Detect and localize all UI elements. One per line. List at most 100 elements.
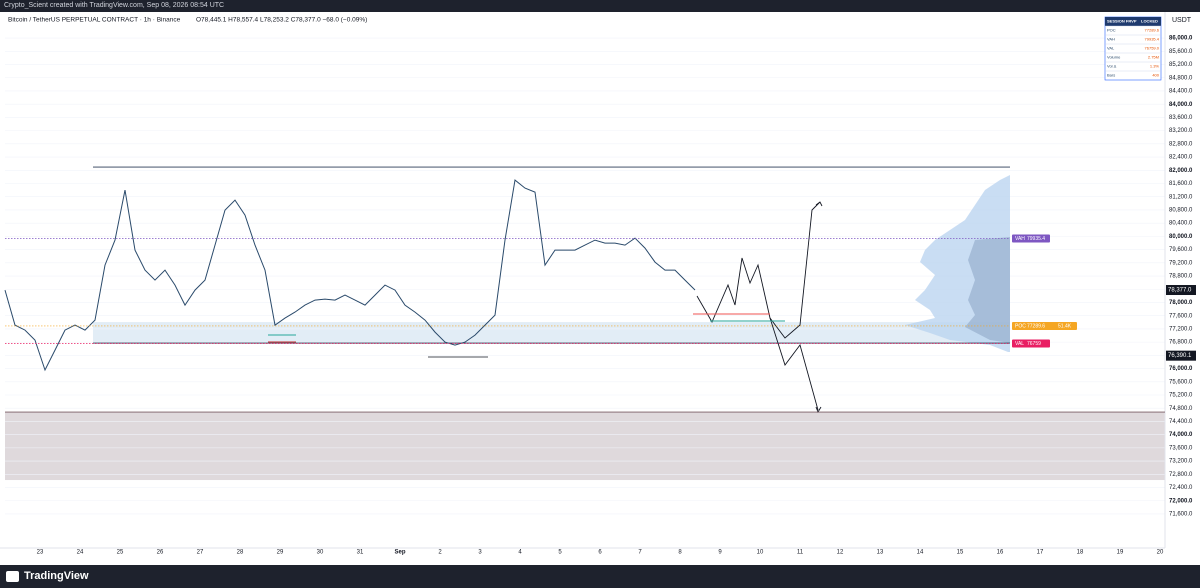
y-tick-label: 80,400.0 [1169,221,1193,227]
projection [696,201,821,339]
bottom-bar: TradingView [0,565,1200,588]
y-tick-label: 72,000.0 [1169,498,1193,504]
y-tick-label: 79,200.0 [1169,260,1193,266]
x-tick-label: 6 [598,550,602,556]
y-tick-label: 76,800.0 [1169,340,1193,346]
currency: USDT [1172,17,1192,24]
x-tick-label: 17 [1037,550,1044,556]
y-tick-label: 81,200.0 [1169,194,1193,200]
table-cell: 2.75M [1148,55,1159,60]
x-tick-label: 10 [757,550,764,556]
x-tick-label: 15 [957,550,964,556]
level-tag [1012,234,1050,243]
x-tick-label: 13 [877,550,884,556]
x-tick-label: 20 [1157,550,1164,556]
x-tick-label: 8 [678,550,682,556]
x-tick-label: 5 [558,550,562,556]
y-tick-label: 79,600.0 [1169,247,1193,253]
logo [6,571,19,582]
x-tick-label: 16 [997,550,1004,556]
table-cell: 76759.0 [1145,46,1160,51]
table-cell: VAL [1107,46,1115,51]
table-cell: 400 [1152,73,1159,78]
y-tick-label: 78,800.0 [1169,274,1193,280]
table-header-cell: SESSION FRVP [1107,19,1137,24]
y-tick-label: 84,400.0 [1169,89,1193,95]
value-area [965,237,1010,343]
y-tick-label: 73,200.0 [1169,459,1193,465]
y-tick-label: 80,800.0 [1169,208,1193,214]
y-tick-label: 75,200.0 [1169,393,1193,399]
top-bar-text: Crypto_Scient created with TradingView.c… [4,2,225,9]
x-tick-label: 9 [718,550,722,556]
y-tick-label: 82,000.0 [1169,168,1193,174]
price-tag [1166,285,1196,296]
y-tick-label: 74,400.0 [1169,419,1193,425]
y-tick-label: 74,800.0 [1169,406,1193,412]
level-value: 79935.4 [1027,236,1045,242]
x-tick-label: 3 [478,550,482,556]
x-tick-label: 14 [917,550,924,556]
y-tick-label: 74,000.0 [1169,432,1193,438]
table-cell: Vol Δ [1107,64,1117,69]
table-bg [1104,16,1162,81]
x-tick-label: 30 [317,550,324,556]
price-tag-label: 76,390.1 [1168,353,1192,359]
x-tick-label: 26 [157,550,164,556]
level-value: 76759 [1027,341,1041,347]
projection [769,317,819,411]
table-cell: VAH [1107,37,1115,42]
arrow-head [815,406,822,414]
level-value: 77289.6 [1027,323,1045,329]
y-tick-label: 72,800.0 [1169,472,1193,478]
x-tick-label: 4 [518,550,522,556]
table-header-cell: LOCKED [1141,19,1158,24]
y-tick-label: 80,000.0 [1169,234,1193,240]
x-tick-label: 29 [277,550,284,556]
x-tick-label: 19 [1117,550,1124,556]
level-name: VAL [1015,341,1024,347]
x-tick-label: 31 [357,550,364,556]
y-tick-label: 82,800.0 [1169,141,1193,147]
table-cell: 77289.6 [1145,28,1160,33]
y-tick-label: 81,600.0 [1169,181,1193,187]
y-tick-label: 75,600.0 [1169,379,1193,385]
x-tick-label: Sep [394,550,405,556]
x-tick-label: 18 [1077,550,1084,556]
table-cell: Bars [1107,73,1115,78]
x-tick-label: 7 [638,550,642,556]
price-tag [1166,350,1196,361]
y-tick-label: 72,400.0 [1169,485,1193,491]
table-cell: Volume [1107,55,1121,60]
table-cell: 79935.4 [1145,37,1160,42]
table-header [1105,17,1161,26]
x-tick-label: 11 [797,550,804,556]
top-bar: Crypto_Scient created with TradingView.c… [0,0,1200,12]
y-tick-label: 77,600.0 [1169,313,1193,319]
chart-title: Bitcoin / TetherUS PERPETUAL CONTRACT · … [8,17,181,24]
y-tick-label: 84,000.0 [1169,102,1193,108]
x-tick-label: 24 [77,550,84,556]
y-tick-label: 76,000.0 [1169,366,1193,372]
y-tick-label: 85,600.0 [1169,49,1193,55]
y-tick-label: 73,600.0 [1169,445,1193,451]
level-tag [1012,321,1077,330]
x-tick-label: 2 [438,550,442,556]
price-line [4,179,696,372]
level-extra: 51.4K [1058,323,1072,329]
x-tick-label: 12 [837,550,844,556]
table-cell: 1.3% [1150,64,1160,69]
y-tick-label: 85,200.0 [1169,62,1193,68]
table-cell: POC [1107,28,1116,33]
price-tag-label: 78,377.0 [1168,288,1192,294]
x-tick-label: 27 [197,550,204,556]
range-band [93,322,1010,344]
y-tick-label: 82,400.0 [1169,155,1193,161]
level-name: VAH [1015,236,1025,242]
y-tick-label: 71,600.0 [1169,512,1193,518]
y-tick-label: 83,200.0 [1169,128,1193,134]
x-tick-label: 23 [37,550,44,556]
chart: Bitcoin / TetherUS PERPETUAL CONTRACT · … [0,12,1196,556]
y-tick-label: 86,000.0 [1169,36,1193,42]
ohlc: O78,445.1 H78,557.4 L78,253.2 C78,377.0 … [196,17,367,24]
